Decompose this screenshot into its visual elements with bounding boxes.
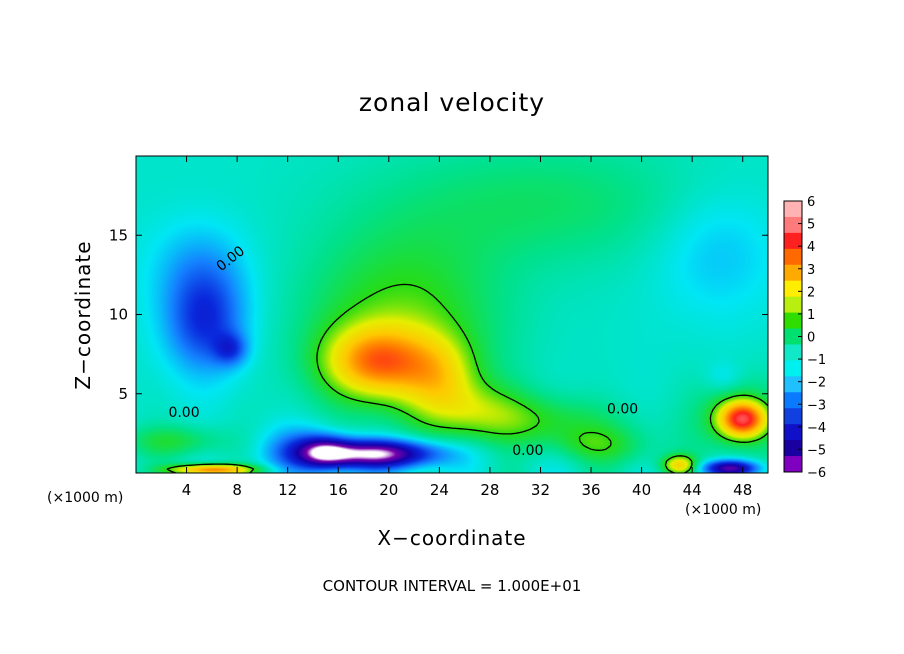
colorbar: 6 5 4 3 2 1 0 −1 −2 −3 −4 −5 −6 — [783, 195, 826, 481]
y-tick-label: 5 — [118, 385, 128, 403]
contour-label: 0.00 — [168, 405, 199, 421]
contour-label: 0.00 — [512, 443, 543, 459]
colorbar-swatch — [784, 456, 802, 473]
colorbar-label: 3 — [807, 263, 815, 278]
x-tick-label: 44 — [683, 481, 702, 499]
contour-label: 0.00 — [607, 402, 638, 418]
colorbar-label: −3 — [807, 398, 826, 413]
colorbar-label: −4 — [807, 421, 826, 436]
y-axis: 5 10 15 — [109, 226, 768, 403]
colorbar-swatch — [784, 248, 802, 266]
colorbar-swatch — [784, 440, 802, 457]
x-tick-label: 28 — [480, 481, 499, 499]
colorbar-label: −5 — [807, 443, 826, 458]
colorbar-swatch — [784, 344, 802, 361]
x-tick-label: 32 — [531, 481, 550, 499]
y-tick-label: 15 — [109, 226, 128, 244]
x-tick-label: 24 — [430, 481, 449, 499]
heatmap-field — [136, 156, 768, 473]
colorbar-swatch — [784, 280, 802, 298]
y-axis-label: Z−coordinate — [71, 240, 95, 390]
x-tick-label: 4 — [182, 481, 192, 499]
colorbar-swatch — [784, 360, 802, 377]
y-axis-units: (×1000 m) — [47, 490, 124, 506]
colorbar-swatch — [784, 392, 802, 409]
colorbar-swatch — [784, 232, 802, 250]
colorbar-swatch — [784, 312, 802, 330]
chart-title: zonal velocity — [358, 88, 546, 117]
x-axis-units: (×1000 m) — [685, 502, 762, 518]
x-tick-label: 20 — [379, 481, 398, 499]
contour-interval-text: CONTOUR INTERVAL = 1.000E+01 — [322, 577, 582, 595]
colorbar-label: 4 — [807, 240, 815, 255]
colorbar-label: −1 — [807, 353, 826, 368]
x-axis-label: X−coordinate — [377, 526, 527, 550]
colorbar-swatch — [784, 376, 802, 393]
colorbar-swatch — [784, 296, 802, 314]
x-axis: 4 8 12 16 20 24 28 32 36 40 44 48 — [182, 156, 752, 499]
colorbar-swatch — [784, 264, 802, 282]
x-tick-label: 48 — [733, 481, 752, 499]
y-tick-label: 10 — [109, 306, 128, 324]
colorbar-label: −2 — [807, 376, 826, 391]
plot-area: 0.000.00 0.000.00 — [135, 155, 769, 474]
colorbar-label: 0 — [807, 331, 815, 346]
colorbar-label: 1 — [807, 308, 815, 323]
x-tick-label: 40 — [632, 481, 651, 499]
colorbar-swatch — [784, 424, 802, 441]
zero-contour-line — [166, 283, 769, 474]
colorbar-label: 5 — [807, 218, 815, 233]
colorbar-swatch — [784, 201, 802, 218]
colorbar-swatch — [784, 408, 802, 425]
colorbar-label: −6 — [807, 466, 826, 481]
x-tick-label: 16 — [329, 481, 348, 499]
colorbar-swatch — [784, 328, 802, 345]
x-tick-label: 8 — [232, 481, 242, 499]
colorbar-swatch — [784, 216, 802, 234]
x-tick-label: 36 — [581, 481, 600, 499]
colorbar-label: 6 — [807, 195, 815, 210]
colorbar-label: 2 — [807, 285, 815, 300]
x-tick-label: 12 — [278, 481, 297, 499]
